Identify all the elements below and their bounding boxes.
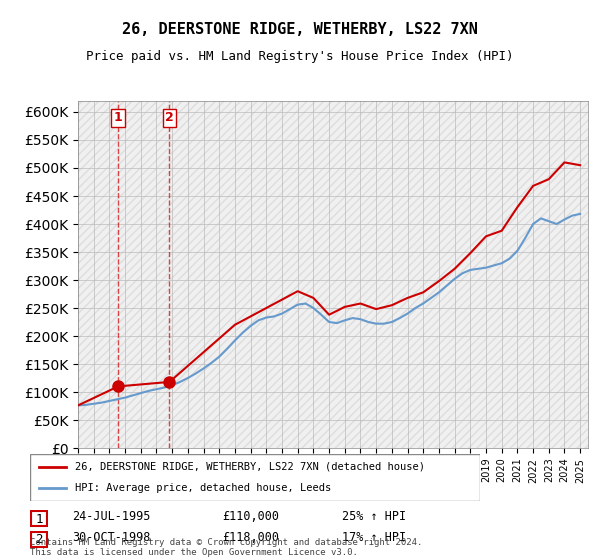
Text: 30-OCT-1998: 30-OCT-1998	[72, 531, 151, 544]
Text: Contains HM Land Registry data © Crown copyright and database right 2024.
This d: Contains HM Land Registry data © Crown c…	[30, 538, 422, 557]
Bar	[78, 168, 588, 196]
FancyBboxPatch shape	[31, 532, 47, 547]
Text: Price paid vs. HM Land Registry's House Price Index (HPI): Price paid vs. HM Land Registry's House …	[86, 50, 514, 63]
Text: 1: 1	[114, 111, 122, 124]
Text: 2: 2	[35, 533, 43, 547]
Text: 2: 2	[165, 111, 174, 124]
Bar	[78, 252, 588, 280]
Text: 17% ↑ HPI: 17% ↑ HPI	[342, 531, 406, 544]
Bar	[78, 196, 588, 224]
Bar	[78, 392, 588, 420]
Bar	[78, 112, 588, 140]
Bar	[78, 140, 588, 168]
Text: 26, DEERSTONE RIDGE, WETHERBY, LS22 7XN (detached house): 26, DEERSTONE RIDGE, WETHERBY, LS22 7XN …	[75, 462, 425, 472]
Text: £110,000: £110,000	[222, 510, 279, 524]
Text: HPI: Average price, detached house, Leeds: HPI: Average price, detached house, Leed…	[75, 483, 331, 493]
Bar	[78, 336, 588, 364]
FancyBboxPatch shape	[31, 511, 47, 526]
Bar	[78, 420, 588, 448]
Text: 26, DEERSTONE RIDGE, WETHERBY, LS22 7XN: 26, DEERSTONE RIDGE, WETHERBY, LS22 7XN	[122, 22, 478, 38]
Text: 1: 1	[35, 512, 43, 526]
Text: £118,000: £118,000	[222, 531, 279, 544]
Text: 25% ↑ HPI: 25% ↑ HPI	[342, 510, 406, 524]
Bar	[78, 308, 588, 336]
Bar	[78, 364, 588, 392]
Bar	[78, 280, 588, 308]
Text: 24-JUL-1995: 24-JUL-1995	[72, 510, 151, 524]
Bar	[78, 224, 588, 252]
FancyBboxPatch shape	[30, 454, 480, 501]
